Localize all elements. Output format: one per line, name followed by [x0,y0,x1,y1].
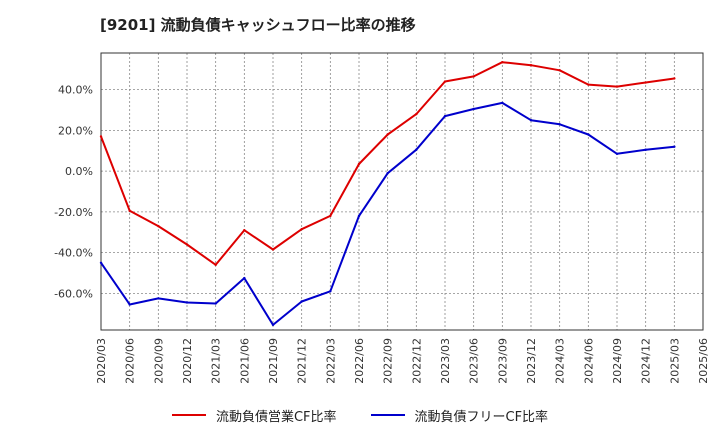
chart-title: [9201] 流動負債キャッシュフロー比率の推移 [100,16,416,34]
data-point [673,145,676,148]
data-point [587,133,590,136]
data-point [157,297,160,300]
data-point [99,261,103,264]
y-tick-label: 0.0% [65,165,93,178]
x-tick-label: 2020/09 [152,338,165,384]
x-tick-label: 2022/06 [353,338,366,384]
x-tick-label: 2024/09 [611,338,624,384]
data-point [529,64,533,67]
data-point [386,171,389,175]
data-point [357,214,361,218]
legend-item-operating-cf: 流動負債営業CF比率 [171,404,337,426]
x-tick-label: 2024/03 [554,338,567,384]
data-point [300,300,303,303]
data-point [214,302,217,305]
data-point [472,75,475,78]
x-tick-label: 2025/03 [668,338,681,384]
x-tick-label: 2020/12 [181,338,194,384]
legend-swatch-operating-cf [171,414,206,416]
data-point [415,148,418,151]
data-point [558,123,561,126]
data-point [615,85,619,88]
x-tick-label: 2023/09 [496,338,509,384]
chart-legend: 流動負債営業CF比率 流動負債フリーCF比率 [0,404,720,426]
data-point [185,301,189,304]
plot-frame [100,52,704,331]
x-tick-label: 2021/12 [296,338,309,384]
data-point [386,133,389,136]
legend-swatch-free-cf [370,414,405,416]
data-point [615,152,619,156]
data-point [271,323,275,327]
data-point [329,214,332,218]
x-tick-label: 2023/03 [439,338,452,384]
data-point [243,228,246,232]
data-point [415,112,418,116]
y-tick-label: 20.0% [58,124,93,137]
data-point [300,227,303,231]
x-tick-label: 2022/03 [324,338,337,384]
data-point [673,77,676,80]
x-tick-label: 2022/12 [410,338,423,384]
y-tick-label: -60.0% [54,287,93,300]
x-tick-label: 2020/06 [124,338,137,384]
data-point [271,248,275,251]
data-point [243,276,246,280]
x-tick-label: 2021/03 [210,338,223,384]
x-tick-label: 2024/12 [640,338,653,384]
data-point [644,81,647,84]
data-point [357,162,361,166]
data-point [529,119,533,122]
x-tick-label: 2024/06 [582,338,595,384]
data-point [329,290,332,293]
legend-label-operating-cf: 流動負債営業CF比率 [215,409,337,425]
y-tick-label: -20.0% [54,206,93,219]
x-tick-label: 2020/03 [95,338,108,384]
data-point [128,303,131,306]
legend-label-free-cf: 流動負債フリーCF比率 [414,409,549,425]
legend-item-free-cf: 流動負債フリーCF比率 [370,404,549,426]
data-point [128,209,131,213]
y-tick-label: 40.0% [58,84,93,97]
x-tick-label: 2021/06 [238,338,251,384]
x-tick-label: 2023/12 [525,338,538,384]
data-point [99,135,103,138]
x-tick-label: 2021/09 [267,338,280,384]
x-tick-label: 2025/06 [697,338,710,384]
data-point [214,263,217,267]
data-point [644,148,647,151]
x-tick-label: 2022/09 [382,338,395,384]
data-point [501,60,504,64]
data-point [587,83,590,86]
plot-area [101,53,703,330]
data-point [443,80,447,83]
data-point [185,243,189,246]
x-tick-label: 2023/06 [468,338,481,384]
data-point [443,114,447,118]
data-point [501,101,504,105]
y-tick-label: -40.0% [54,247,93,260]
data-point [472,107,475,111]
data-point [558,69,561,72]
data-point [157,224,160,228]
